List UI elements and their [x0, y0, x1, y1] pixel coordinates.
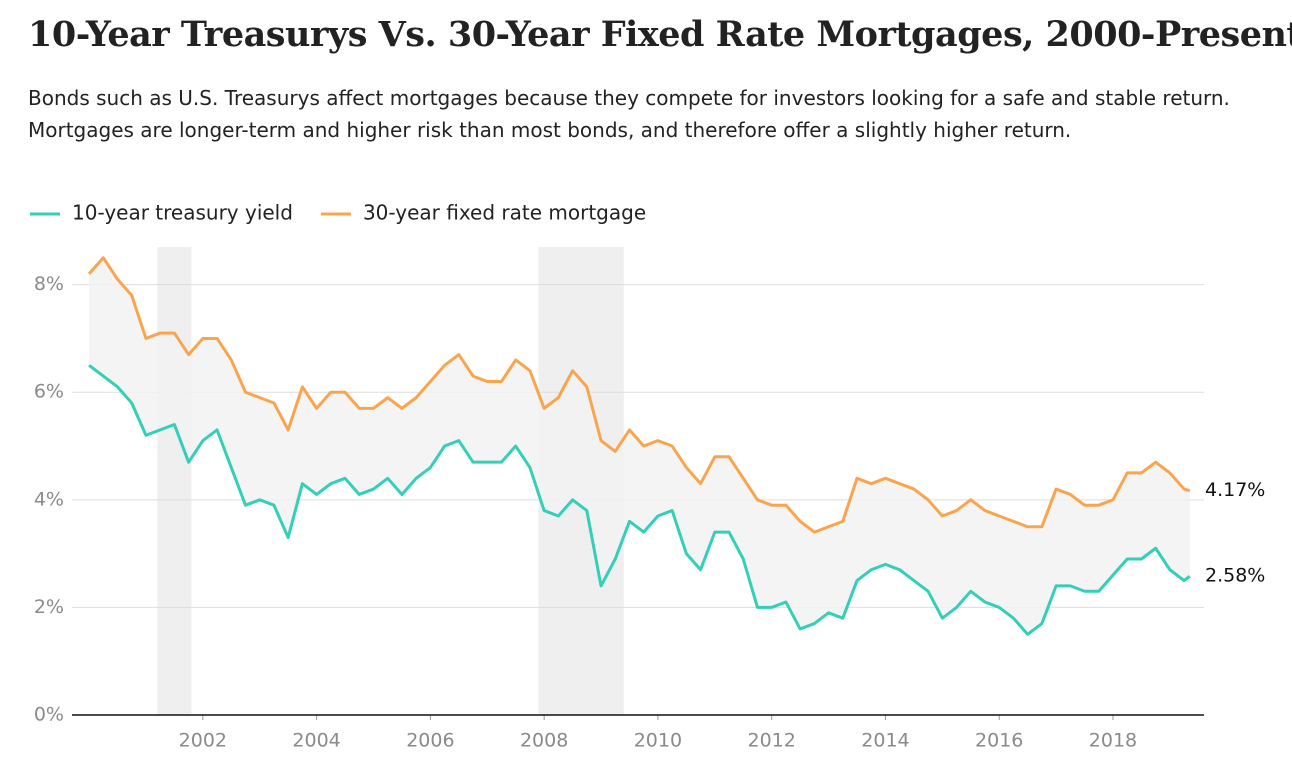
x-tick-label: 2008: [520, 730, 568, 752]
spread-area: [89, 257, 1190, 635]
chart-subtitle: Bonds such as U.S. Treasurys affect mort…: [28, 86, 1230, 142]
end-label: 4.17%: [1205, 479, 1265, 501]
x-tick-label: 2016: [975, 730, 1023, 752]
x-tick-label: 2018: [1089, 730, 1137, 752]
legend-label: 10-year treasury yield: [72, 201, 293, 225]
x-tick-label: 2006: [406, 730, 454, 752]
legend-label: 30-year fixed rate mortgage: [363, 201, 646, 225]
x-tick-label: 2014: [861, 730, 909, 752]
chart-title: 10-Year Treasurys Vs. 30-Year Fixed Rate…: [28, 14, 1292, 55]
y-tick-label: 8%: [34, 273, 64, 295]
x-tick-label: 2012: [747, 730, 795, 752]
series-line: [88, 364, 1191, 636]
end-label: 2.58%: [1205, 565, 1265, 587]
x-tick-label: 2010: [634, 730, 682, 752]
y-tick-label: 6%: [34, 381, 64, 403]
y-tick-label: 4%: [34, 488, 64, 510]
shaded-period: [157, 247, 192, 715]
y-tick-label: 2%: [34, 596, 64, 618]
x-tick-label: 2002: [179, 730, 227, 752]
series-line: [87, 256, 1191, 534]
x-tick-label: 2004: [292, 730, 340, 752]
y-tick-label: 0%: [34, 704, 64, 726]
